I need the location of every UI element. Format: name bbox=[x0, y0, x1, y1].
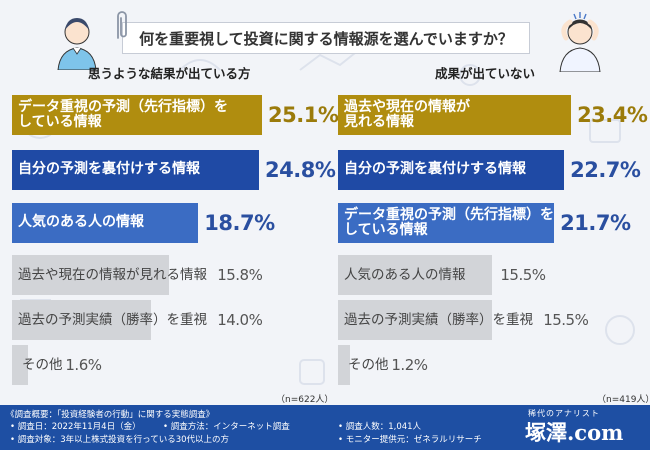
brand-logo: 塚澤.com bbox=[525, 420, 624, 445]
footer-monitor-provider: • モニター提供元：ゼネラルリサーチ bbox=[338, 435, 482, 445]
footer-survey-method: • 調査方法：インターネット調査 bbox=[163, 422, 290, 432]
bar-value-label: 15.5% bbox=[543, 311, 589, 329]
bar-category-label: 自分の予測を裏付けする情報 bbox=[344, 161, 526, 178]
bar-category-label: 自分の予測を裏付けする情報 bbox=[18, 161, 200, 178]
bar-row: 過去の予測実績（勝率）を重視 15.5% bbox=[338, 300, 638, 340]
bar-row: データ重視の予測（先行指標）を している情報 25.1% bbox=[12, 95, 339, 135]
right-bar-chart: 過去や現在の情報が 見れる情報 23.4% 自分の予測を裏付けする情報 22.7% データ… bbox=[338, 95, 648, 405]
happy-investor-icon bbox=[57, 18, 97, 70]
bar-value-label: 1.2% bbox=[391, 356, 428, 374]
bar bbox=[12, 150, 259, 190]
bar-category-label: 過去の予測実績（勝率）を重視 bbox=[344, 311, 533, 328]
bar bbox=[338, 203, 555, 243]
bar-category-label: その他 bbox=[348, 356, 389, 373]
bar bbox=[12, 345, 28, 385]
chart-title: 何を重要視して投資に関する情報源を選んでいますか？ bbox=[122, 22, 530, 54]
bar bbox=[338, 300, 493, 340]
bar-row: 過去や現在の情報が 見れる情報 23.4% bbox=[338, 95, 648, 135]
bar-value-label: 18.7% bbox=[204, 211, 275, 235]
bar bbox=[12, 203, 199, 243]
right-sample-size: （n=419人） bbox=[597, 395, 650, 405]
bar-row: データ重視の予測（先行指標）を している情報 21.7% bbox=[338, 203, 638, 243]
right-panel-title: 成果が出ていない bbox=[435, 66, 536, 81]
bar bbox=[338, 150, 565, 190]
bar-row: その他 1.6% bbox=[12, 345, 312, 385]
bar-category-label: 過去や現在の情報が見れる情報 bbox=[18, 266, 207, 283]
bar-row: 自分の予測を裏付けする情報 24.8% bbox=[12, 150, 336, 190]
bar-category-label: 過去の予測実績（勝率）を重視 bbox=[18, 311, 207, 328]
bar-row: 過去の予測実績（勝率）を重視 14.0% bbox=[12, 300, 312, 340]
bar-category-label: 人気のある人の情報 bbox=[18, 214, 144, 231]
bar-category-label: その他 bbox=[22, 356, 63, 373]
bar-value-label: 21.7% bbox=[560, 211, 631, 235]
left-bar-chart: データ重視の予測（先行指標）を している情報 25.1% 自分の予測を裏付けする情報 2… bbox=[12, 95, 339, 405]
left-panel-title: 思うような結果が出ている方 bbox=[88, 66, 251, 81]
bar-value-label: 14.0% bbox=[217, 311, 263, 329]
bar-value-label: 23.4% bbox=[577, 103, 648, 127]
bar-row: 自分の予測を裏付けする情報 22.7% bbox=[338, 150, 641, 190]
bar-category-label: 過去や現在の情報が見れる情報 bbox=[344, 98, 470, 130]
footer-heading: 《調査概要：「投資経験者の行動」に関する実態調査》 bbox=[6, 410, 215, 420]
paperclip-icon bbox=[117, 11, 127, 39]
footer-survey-target: • 調査対象：3年以上株式投資を行っている30代以上の方 bbox=[10, 435, 230, 445]
bar-value-label: 24.8% bbox=[265, 158, 336, 182]
bar-value-label: 1.6% bbox=[65, 356, 102, 374]
footer-survey-count: • 調査人数：1,041人 bbox=[338, 422, 422, 432]
bar-value-label: 22.7% bbox=[570, 158, 641, 182]
bar-value-label: 25.1% bbox=[268, 103, 339, 127]
bar bbox=[338, 345, 350, 385]
bar-row: 過去や現在の情報が見れる情報 15.8% bbox=[12, 255, 312, 295]
left-sample-size: （n=622人） bbox=[276, 395, 334, 405]
bar-row: その他 1.2% bbox=[338, 345, 638, 385]
worried-investor-icon bbox=[559, 12, 601, 72]
bar-category-label: 人気のある人の情報 bbox=[344, 266, 466, 283]
footer-survey-date: • 調査日：2022年11月4日（金） bbox=[10, 422, 141, 432]
bar-row: 人気のある人の情報 18.7% bbox=[12, 203, 312, 243]
bar bbox=[338, 95, 572, 135]
bar bbox=[338, 255, 493, 295]
bar bbox=[12, 300, 152, 340]
brand-tagline: 稀代のアナリスト bbox=[528, 409, 600, 418]
bar-category-label: データ重視の予測（先行指標）を している情報 bbox=[18, 98, 228, 130]
bar bbox=[12, 255, 170, 295]
bar-value-label: 15.8% bbox=[217, 266, 263, 284]
bar-value-label: 15.5% bbox=[500, 266, 546, 284]
bar-row: 人気のある人の情報 15.5% bbox=[338, 255, 638, 295]
bar-category-label: データ重視の予測（先行指標）を している情報 bbox=[344, 206, 554, 238]
survey-footer: 《調査概要：「投資経験者の行動」に関する実態調査》 • 調査日：2022年11月… bbox=[0, 405, 650, 450]
bar bbox=[12, 95, 262, 135]
